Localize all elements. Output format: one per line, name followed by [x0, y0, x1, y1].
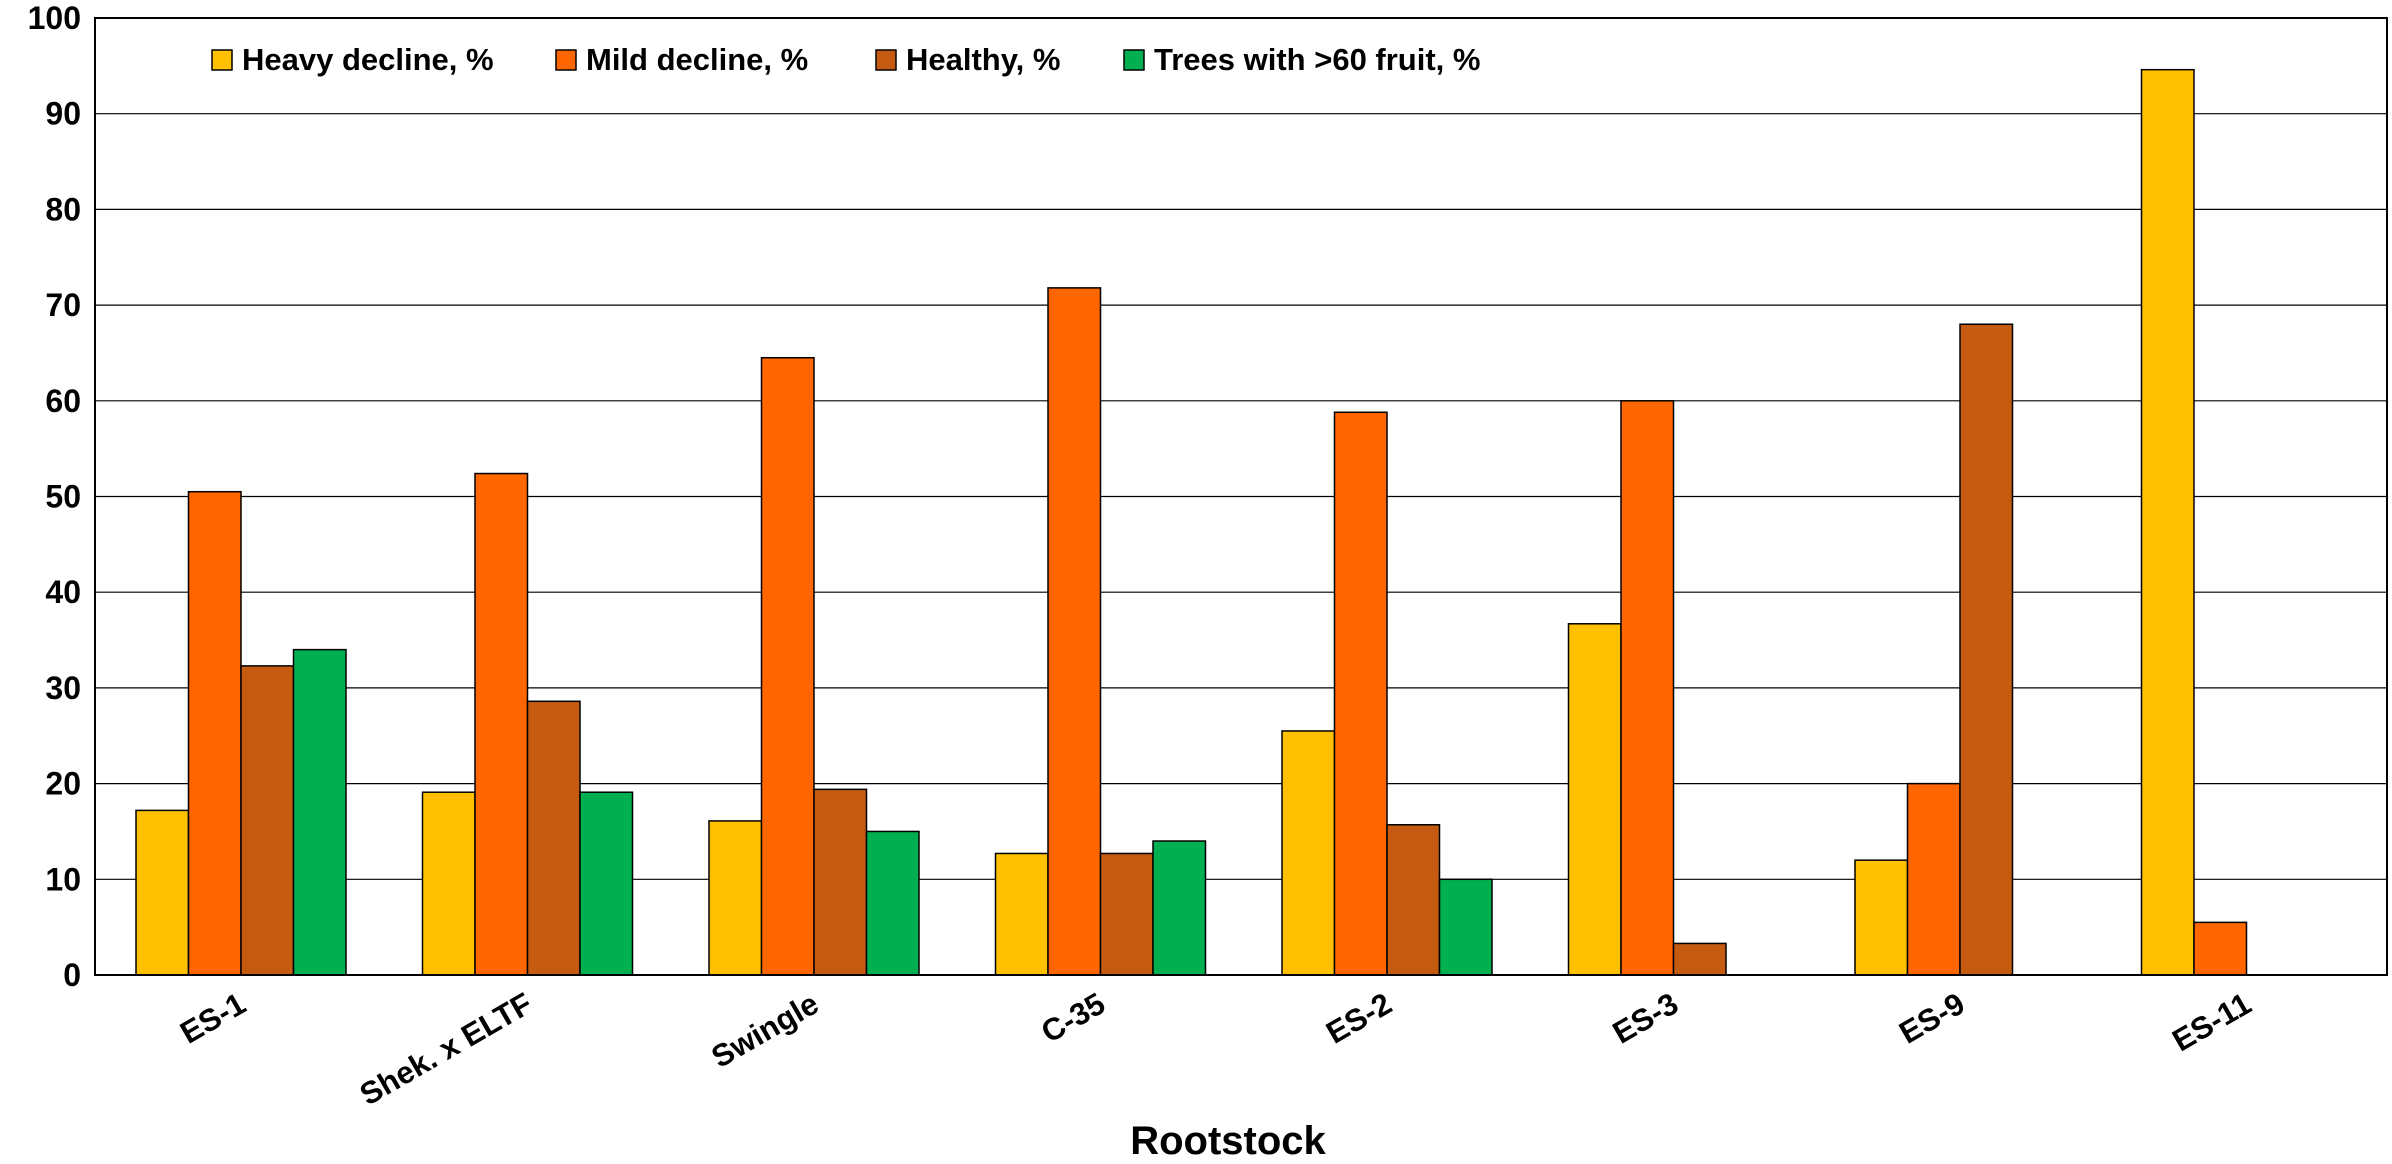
gridlines — [95, 113, 2387, 880]
legend-swatch — [1123, 49, 1145, 71]
bars — [135, 68, 2248, 976]
bar-trees-with-60-fruit-es-2 — [1438, 878, 1493, 976]
bar-heavy-decline-shek-x-eltf — [421, 791, 476, 976]
legend-label: Mild decline, % — [586, 42, 808, 77]
y-axis-tick-labels: 0 10 20 30 40 50 60 70 80 90 100 — [28, 0, 81, 993]
x-category-label: Shek. x ELTF — [354, 986, 538, 1112]
y-tick-label: 70 — [45, 287, 81, 323]
x-category-label: ES-11 — [2166, 986, 2257, 1059]
legend-label: Trees with >60 fruit, % — [1154, 42, 1480, 77]
bar-healthy-es-9 — [1959, 323, 2014, 976]
x-axis-title: Rootstock — [1130, 1119, 1326, 1159]
bar-mild-decline-es-9 — [1906, 782, 1961, 976]
bar-trees-with-60-fruit-es-1 — [292, 648, 347, 976]
y-tick-label: 20 — [45, 766, 81, 802]
bar-trees-with-60-fruit-c-35 — [1152, 840, 1207, 976]
bar-mild-decline-es-1 — [187, 490, 242, 976]
bar-mild-decline-swingle — [760, 356, 815, 976]
bar-heavy-decline-es-9 — [1854, 859, 1909, 976]
bar-heavy-decline-c-35 — [994, 852, 1049, 976]
x-axis-category-labels: ES-1 Shek. x ELTF Swingle C-35 ES-2 ES-3 ES-9 E… — [174, 986, 2257, 1112]
legend-swatch — [875, 49, 897, 71]
bar-healthy-es-3 — [1672, 942, 1727, 976]
y-tick-label: 80 — [45, 191, 81, 227]
bar-mild-decline-shek-x-eltf — [474, 472, 529, 976]
plot-area-frame — [94, 17, 2388, 976]
legend-label: Heavy decline, % — [242, 42, 494, 77]
legend-swatch — [555, 49, 577, 71]
y-tick-label: 30 — [45, 670, 81, 706]
bar-mild-decline-es-11 — [2193, 921, 2248, 976]
bar-healthy-c-35 — [1099, 852, 1154, 976]
y-tick-label: 50 — [45, 479, 81, 515]
bar-mild-decline-es-3 — [1620, 400, 1675, 976]
x-category-label: ES-2 — [1320, 986, 1397, 1051]
legend-label: Healthy, % — [906, 42, 1060, 77]
bar-trees-with-60-fruit-shek-x-eltf — [579, 791, 634, 976]
legend: Heavy decline, % Mild decline, % Healthy, … — [211, 42, 1480, 77]
bar-trees-with-60-fruit-swingle — [865, 830, 920, 976]
y-tick-label: 90 — [45, 96, 81, 132]
x-category-label: ES-1 — [174, 986, 251, 1051]
y-tick-label: 10 — [45, 861, 81, 897]
bar-heavy-decline-swingle — [708, 820, 763, 976]
y-tick-label: 100 — [28, 0, 81, 36]
y-tick-label: 60 — [45, 383, 81, 419]
x-category-label: ES-3 — [1607, 986, 1684, 1051]
x-category-label: ES-9 — [1893, 986, 1970, 1051]
bar-mild-decline-c-35 — [1047, 287, 1102, 976]
y-tick-label: 40 — [45, 574, 81, 610]
bar-heavy-decline-es-2 — [1281, 730, 1336, 976]
y-tick-label: 0 — [63, 957, 81, 993]
x-category-label: C-35 — [1035, 986, 1111, 1050]
bar-healthy-es-2 — [1386, 824, 1441, 976]
bar-healthy-es-1 — [240, 665, 295, 976]
bar-heavy-decline-es-3 — [1567, 623, 1622, 976]
legend-swatch — [211, 49, 233, 71]
x-category-label: Swingle — [706, 986, 825, 1075]
bar-healthy-shek-x-eltf — [526, 700, 581, 976]
bar-heavy-decline-es-1 — [135, 809, 190, 976]
bar-heavy-decline-es-11 — [2140, 68, 2195, 976]
bar-mild-decline-es-2 — [1333, 411, 1388, 976]
bar-healthy-swingle — [813, 788, 868, 976]
